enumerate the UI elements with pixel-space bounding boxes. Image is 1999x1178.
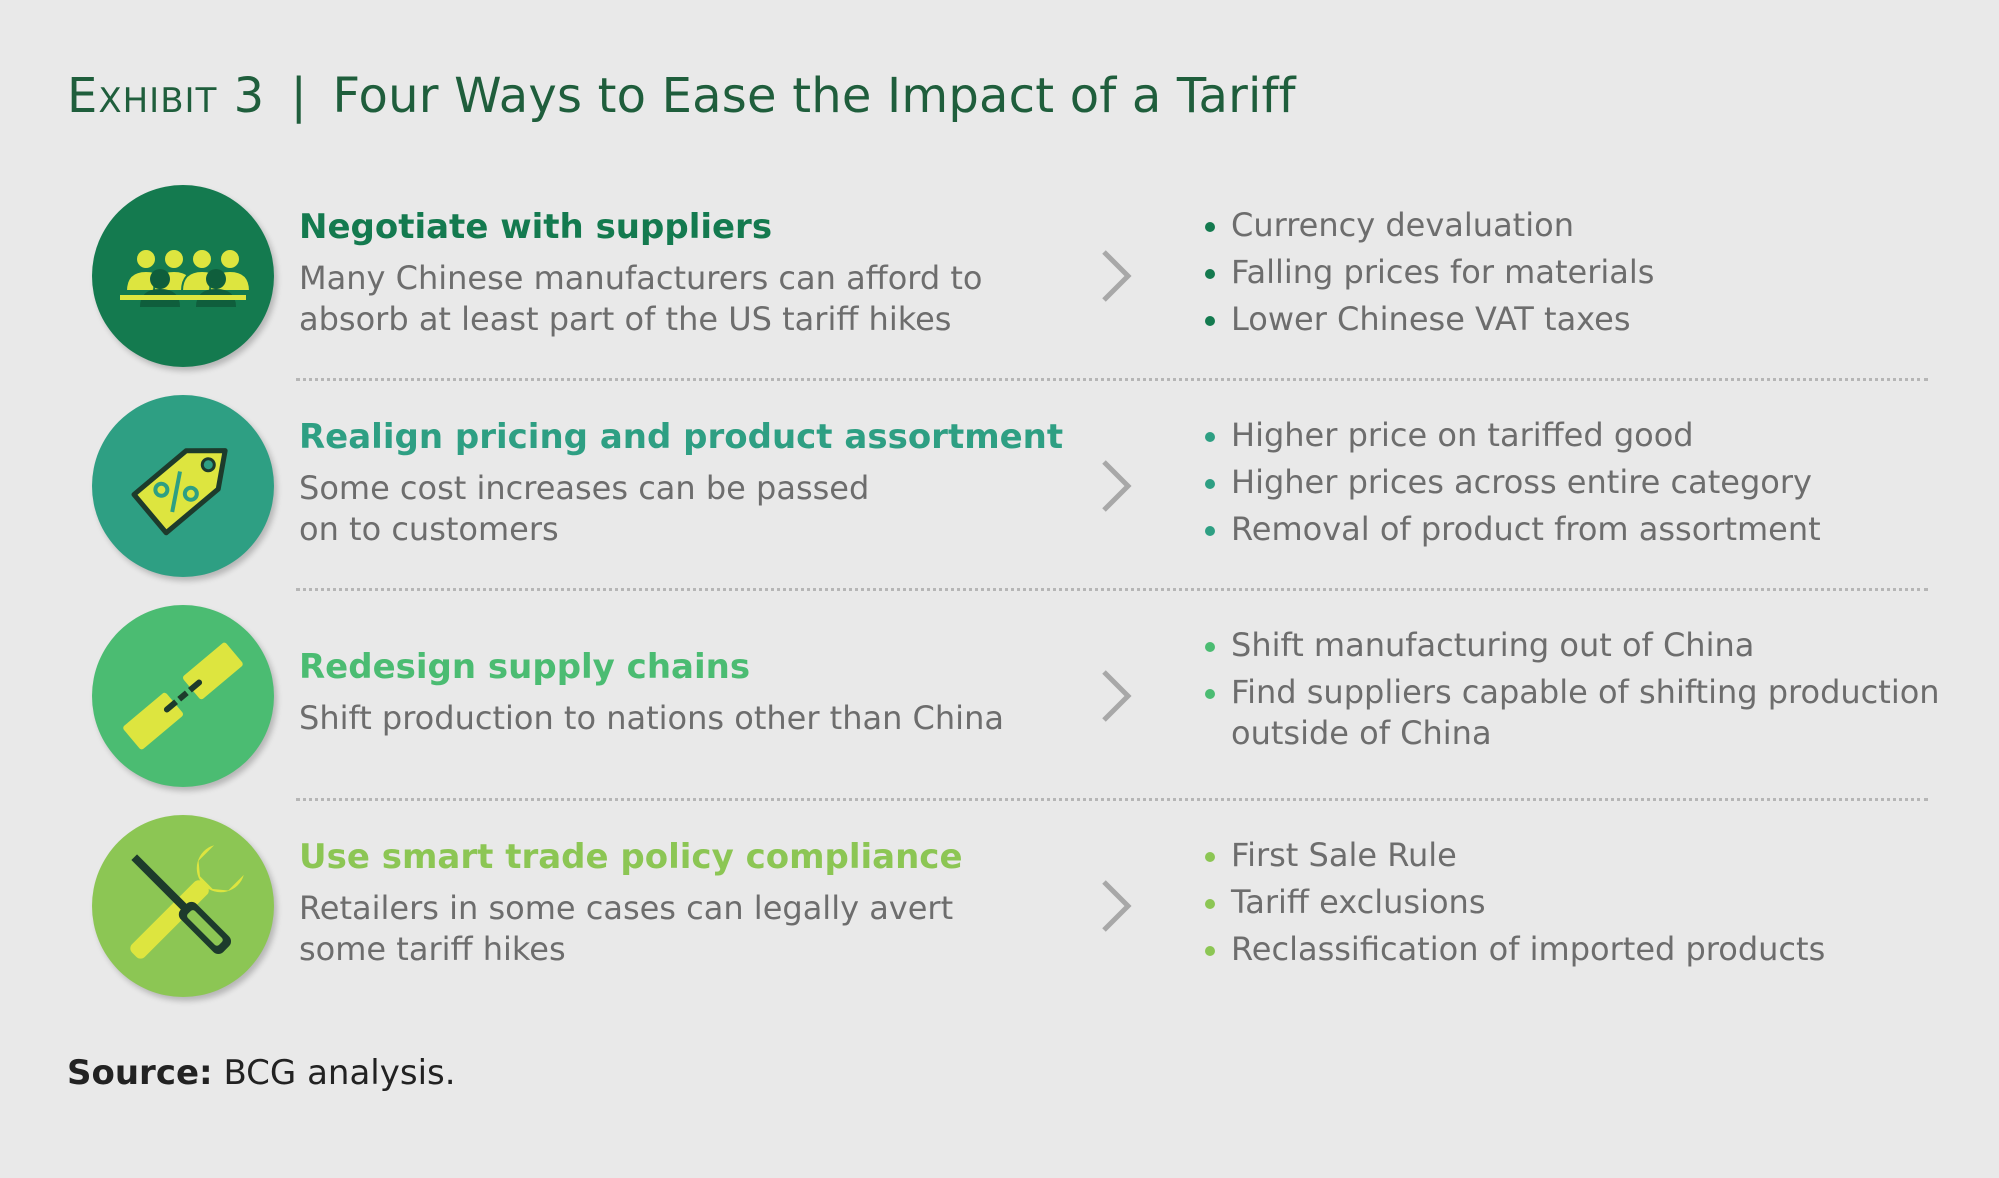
tactic-item: Higher prices across entire category [1205, 462, 1965, 503]
tactics-list: Shift manufacturing out of China Find su… [1205, 625, 1965, 760]
title-text: Four Ways to Ease the Impact of a Tariff [332, 68, 1296, 124]
chevron-right-icon [1102, 250, 1132, 302]
source-label: Source: [67, 1053, 213, 1093]
strategy-row-pricing: Realign pricing and product assortment S… [0, 395, 1999, 595]
tactic-item: First Sale Rule [1205, 835, 1965, 876]
row-divider [296, 378, 1928, 381]
people-group-icon [92, 185, 274, 367]
chevron-right-icon [1102, 670, 1132, 722]
strategy-description: Many Chinese manufacturers can afford to… [299, 259, 983, 338]
source-note: Source: BCG analysis. [67, 1053, 456, 1093]
tactic-item: Shift manufacturing out of China [1205, 625, 1965, 666]
chain-link-icon [92, 605, 274, 787]
strategy-heading: Redesign supply chains [299, 647, 751, 687]
tactic-item: Find suppliers capable of shifting produ… [1205, 672, 1965, 754]
tactics-list: First Sale Rule Tariff exclusions Reclas… [1205, 835, 1965, 976]
strategy-row-compliance: Use smart trade policy compliance Retail… [0, 815, 1999, 1015]
wrench-screwdriver-icon [92, 815, 274, 997]
tactics-list: Currency devaluation Falling prices for … [1205, 205, 1965, 346]
chevron-right-icon [1102, 460, 1132, 512]
chevron-right-icon [1102, 880, 1132, 932]
strategy-description: Retailers in some cases can legally aver… [299, 889, 954, 968]
title-separator: | [290, 68, 307, 124]
tactic-item: Higher price on tariffed good [1205, 415, 1965, 456]
strategy-row-negotiate: Negotiate with suppliers Many Chinese ma… [0, 185, 1999, 385]
tactic-item: Falling prices for materials [1205, 252, 1965, 293]
tactic-item: Lower Chinese VAT taxes [1205, 299, 1965, 340]
strategy-row-supply-chains: Redesign supply chains Shift production … [0, 605, 1999, 805]
price-tag-icon [92, 395, 274, 577]
exhibit-title: Exhibit 3 | Four Ways to Ease the Impact… [67, 68, 1296, 124]
tactic-item: Reclassification of imported products [1205, 929, 1965, 970]
strategy-heading: Negotiate with suppliers [299, 207, 773, 247]
row-divider [296, 588, 1928, 591]
tactics-list: Higher price on tariffed good Higher pri… [1205, 415, 1965, 556]
row-divider [296, 798, 1928, 801]
strategy-heading: Realign pricing and product assortment [299, 417, 1064, 457]
strategy-description: Some cost increases can be passed on to … [299, 469, 870, 548]
strategy-description: Shift production to nations other than C… [299, 699, 1004, 737]
exhibit-number: Exhibit 3 [67, 68, 266, 124]
strategy-heading: Use smart trade policy compliance [299, 837, 963, 877]
tactic-item: Currency devaluation [1205, 205, 1965, 246]
tactic-item: Removal of product from assortment [1205, 509, 1965, 550]
tactic-item: Tariff exclusions [1205, 882, 1965, 923]
source-text: BCG analysis. [223, 1053, 456, 1093]
